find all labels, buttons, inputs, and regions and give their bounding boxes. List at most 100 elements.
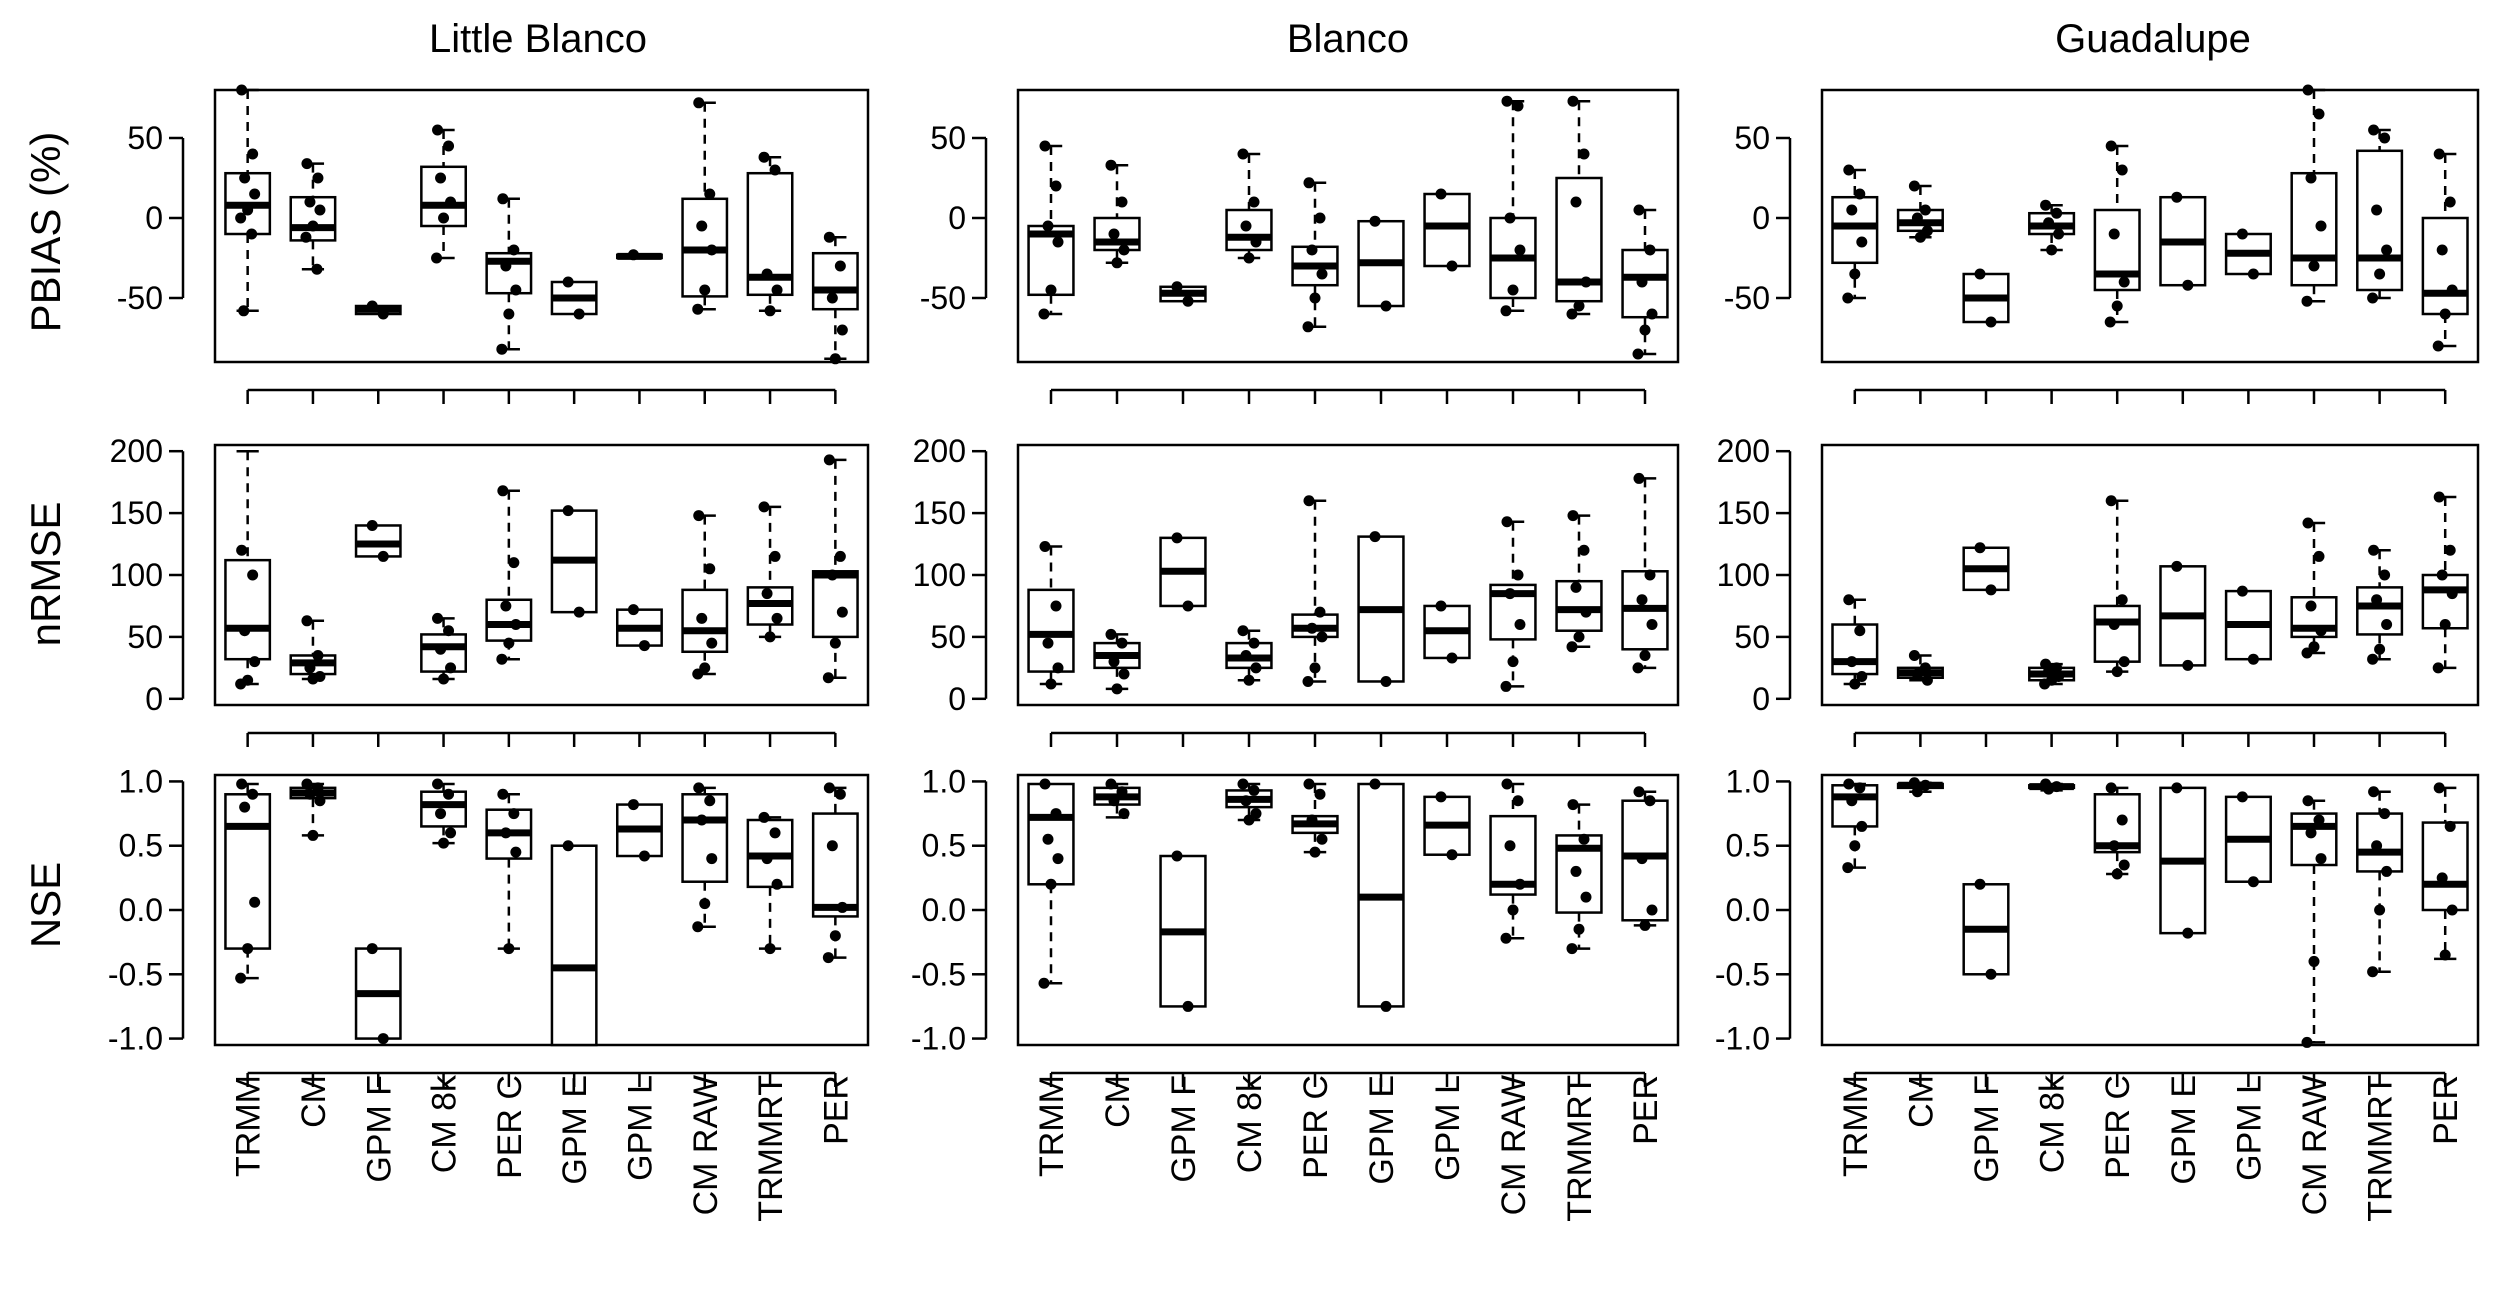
box-TRMMRT bbox=[1555, 799, 1603, 955]
data-point bbox=[1570, 865, 1582, 877]
y-tick-label: -50 bbox=[117, 280, 163, 316]
x-category-label: GPM L bbox=[2230, 1075, 2268, 1181]
data-point bbox=[1639, 324, 1651, 336]
data-point bbox=[2313, 108, 2325, 120]
data-point bbox=[696, 220, 708, 232]
box-GPM F bbox=[1962, 878, 2010, 980]
data-point bbox=[1038, 308, 1050, 320]
y-tick-label: 0 bbox=[948, 200, 966, 236]
box-CM bbox=[289, 158, 337, 275]
data-point bbox=[2433, 148, 2445, 160]
data-point bbox=[1039, 778, 1051, 790]
data-point bbox=[249, 896, 261, 908]
data-point bbox=[1052, 236, 1064, 248]
data-point bbox=[761, 268, 773, 280]
data-point bbox=[366, 300, 378, 312]
panel-nse-0: 1.0 0.5 0.0 -0.5 -1.0 bbox=[108, 763, 870, 1087]
box-iqr bbox=[2356, 586, 2404, 636]
data-point bbox=[1314, 788, 1326, 800]
x-category-label: PER C bbox=[1297, 1075, 1335, 1179]
x-category-label: CM bbox=[1902, 1075, 1940, 1128]
data-point bbox=[1045, 678, 1057, 690]
data-point bbox=[2374, 904, 2386, 916]
x-category-label: CM 8k bbox=[2034, 1074, 2072, 1173]
box-iqr bbox=[224, 558, 272, 661]
data-point bbox=[510, 846, 522, 858]
box-GPM L bbox=[2224, 228, 2272, 280]
data-point bbox=[2171, 782, 2183, 794]
box-iqr bbox=[1831, 784, 1879, 828]
box-iqr bbox=[2093, 604, 2141, 663]
data-point bbox=[1303, 177, 1315, 189]
data-point bbox=[696, 612, 708, 624]
data-point bbox=[2301, 1036, 2313, 1048]
box-CM bbox=[1093, 628, 1141, 695]
data-point bbox=[771, 284, 783, 296]
data-point bbox=[2236, 228, 2248, 240]
data-point bbox=[1369, 778, 1381, 790]
y-tick-label: 0 bbox=[1752, 681, 1770, 717]
box-CM 8k bbox=[420, 612, 468, 685]
data-point bbox=[1045, 878, 1057, 890]
data-point bbox=[1843, 164, 1855, 176]
data-point bbox=[438, 673, 450, 685]
data-point bbox=[2043, 783, 2055, 795]
box-GPM E bbox=[2159, 191, 2207, 291]
data-point bbox=[1846, 656, 1858, 668]
data-point bbox=[2302, 84, 2314, 96]
data-point bbox=[627, 249, 639, 261]
y-tick-label: -0.5 bbox=[1715, 956, 1770, 992]
data-point bbox=[1566, 641, 1578, 653]
box-PER bbox=[1621, 204, 1669, 360]
data-point bbox=[2439, 949, 2451, 961]
x-category-label: TRMMRT bbox=[2362, 1075, 2400, 1222]
data-point bbox=[1369, 215, 1381, 227]
data-point bbox=[834, 550, 846, 562]
data-point bbox=[2111, 868, 2123, 880]
y-tick-label: 100 bbox=[913, 557, 966, 593]
data-point bbox=[2308, 955, 2320, 967]
data-point bbox=[1919, 662, 1931, 674]
data-point bbox=[445, 196, 457, 208]
data-point bbox=[242, 204, 254, 216]
data-point bbox=[246, 228, 258, 240]
data-point bbox=[1919, 779, 1931, 791]
data-point bbox=[1237, 625, 1249, 637]
data-point bbox=[1974, 542, 1986, 554]
data-point bbox=[2313, 550, 2325, 562]
data-point bbox=[1446, 849, 1458, 861]
data-point bbox=[2367, 292, 2379, 304]
data-point bbox=[1854, 188, 1866, 200]
data-point bbox=[235, 212, 247, 224]
box-GPM L bbox=[615, 249, 663, 261]
box-CM bbox=[1896, 777, 1944, 798]
data-point bbox=[1632, 662, 1644, 674]
data-point bbox=[2379, 569, 2391, 581]
box-CM bbox=[1093, 778, 1141, 820]
x-category-label: GPM E bbox=[556, 1075, 594, 1185]
data-point bbox=[242, 943, 254, 955]
data-point bbox=[236, 544, 248, 556]
box-CM 8k bbox=[1225, 625, 1273, 686]
data-point bbox=[2043, 217, 2055, 229]
data-point bbox=[1842, 862, 1854, 874]
data-point bbox=[311, 263, 323, 275]
data-point bbox=[706, 244, 718, 256]
data-point bbox=[438, 837, 450, 849]
data-point bbox=[1570, 581, 1582, 593]
box-TRMMRT bbox=[1555, 510, 1603, 653]
data-point bbox=[1243, 252, 1255, 264]
data-point bbox=[1118, 244, 1130, 256]
x-category-label: PER bbox=[2427, 1075, 2465, 1145]
data-point bbox=[2111, 666, 2123, 678]
data-point bbox=[706, 637, 718, 649]
box-iqr bbox=[811, 812, 859, 918]
column-title: Blanco bbox=[1287, 17, 1409, 61]
panel-frame bbox=[1016, 88, 1680, 364]
data-point bbox=[497, 788, 509, 800]
data-point bbox=[1237, 148, 1249, 160]
box-GPM F bbox=[1159, 281, 1207, 307]
x-category-label: GPM F bbox=[360, 1075, 398, 1183]
box-CM bbox=[289, 778, 337, 841]
box-GPM F bbox=[354, 519, 402, 562]
